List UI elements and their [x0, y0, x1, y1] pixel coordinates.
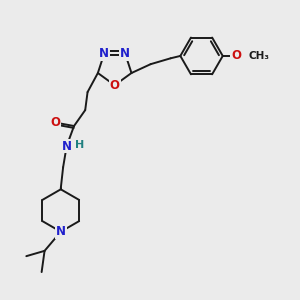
- Text: O: O: [50, 116, 60, 129]
- Text: O: O: [110, 79, 120, 92]
- Text: CH₃: CH₃: [248, 51, 269, 61]
- Text: N: N: [56, 225, 66, 238]
- Text: H: H: [76, 140, 85, 150]
- Text: N: N: [120, 47, 130, 60]
- Text: O: O: [231, 50, 241, 62]
- Text: N: N: [99, 47, 109, 60]
- Text: N: N: [62, 140, 72, 152]
